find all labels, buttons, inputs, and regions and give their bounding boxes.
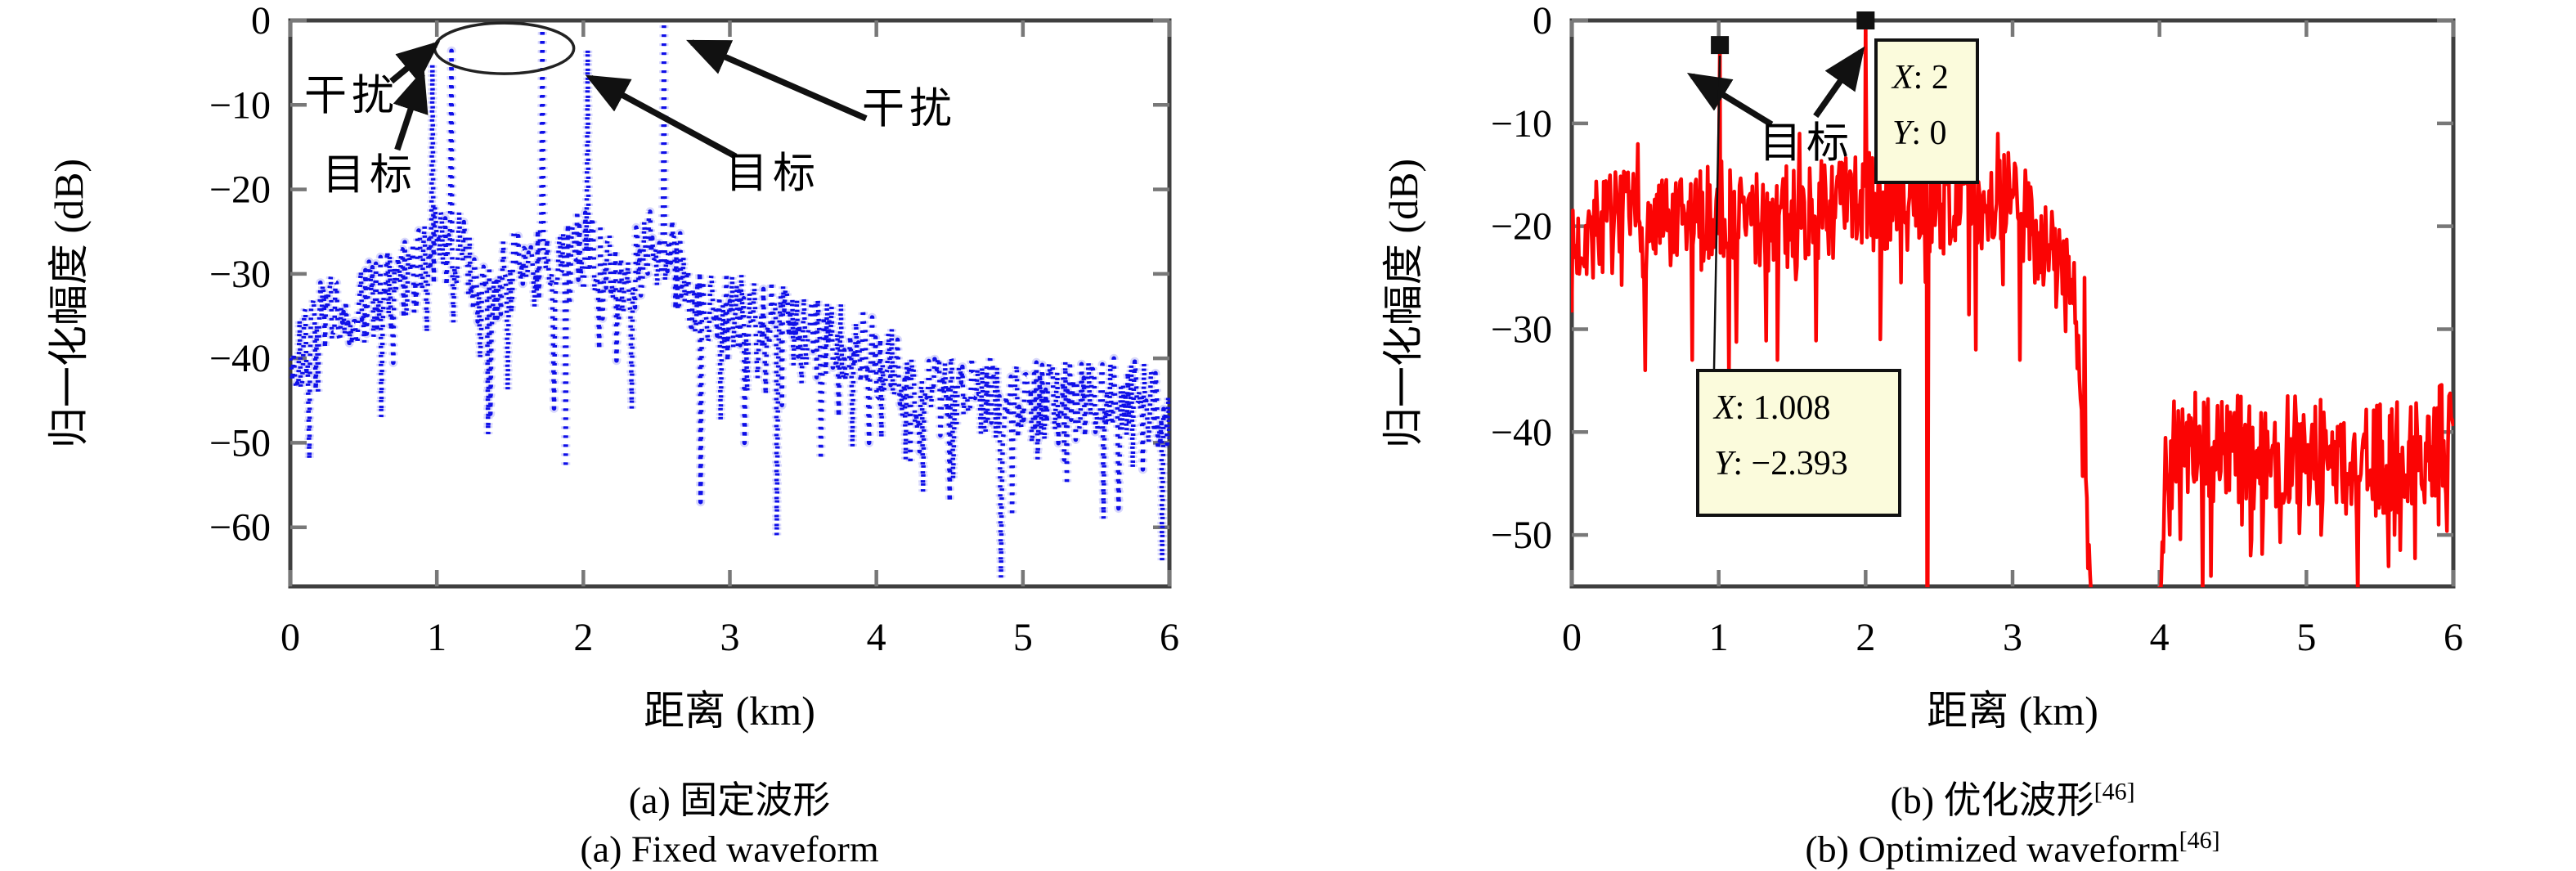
x-tick-label: 6	[2444, 616, 2463, 659]
y-tick-label: −10	[1491, 102, 1552, 146]
optimized-waveform-annotation-arrow-1	[1813, 46, 1865, 119]
y-tick-label: −20	[209, 168, 271, 212]
y-tick-label: −50	[209, 421, 271, 465]
optimized-waveform-annotation-arrow-0	[1686, 73, 1774, 128]
x-tick-label: 1	[1709, 616, 1729, 659]
x-tick-label: 3	[720, 616, 740, 659]
x-tick-label: 4	[2150, 616, 2170, 659]
x-tick-label: 5	[1013, 616, 1033, 659]
x-tick-label: 4	[867, 616, 886, 659]
optimized-waveform-data-marker-1	[1856, 11, 1875, 29]
x-tick-label: 1	[427, 616, 447, 659]
x-tick-label: 6	[1160, 616, 1179, 659]
y-tick-label: −50	[1491, 514, 1552, 557]
y-tick-label: −30	[209, 253, 271, 296]
y-tick-label: 0	[1533, 0, 1552, 43]
x-tick-label: 3	[2003, 616, 2022, 659]
optimized-waveform-series	[1571, 18, 2454, 587]
optimized-waveform-data-marker-0	[1711, 36, 1730, 55]
fixed-waveform-annotation-arrow-3	[585, 74, 738, 159]
interference-highlight-ellipse	[433, 21, 576, 75]
x-tick-label: 0	[280, 616, 300, 659]
fixed-waveform-series	[289, 20, 1170, 581]
y-tick-label: −40	[209, 337, 271, 380]
x-tick-label: 5	[2296, 616, 2316, 659]
y-tick-label: −20	[1491, 205, 1552, 249]
x-tick-label: 2	[1856, 616, 1875, 659]
y-tick-label: −30	[1491, 308, 1552, 351]
fixed-waveform-annotation-arrow-2	[686, 39, 868, 122]
x-tick-label: 0	[1562, 616, 1582, 659]
y-tick-label: −60	[209, 506, 271, 550]
y-tick-label: −10	[209, 83, 271, 127]
datatip-leader-line	[1712, 55, 1721, 370]
fixed-waveform-annotation-arrow-1	[393, 68, 429, 151]
x-tick-label: 2	[573, 616, 593, 659]
y-tick-label: 0	[251, 0, 271, 43]
y-tick-label: −40	[1491, 411, 1552, 454]
